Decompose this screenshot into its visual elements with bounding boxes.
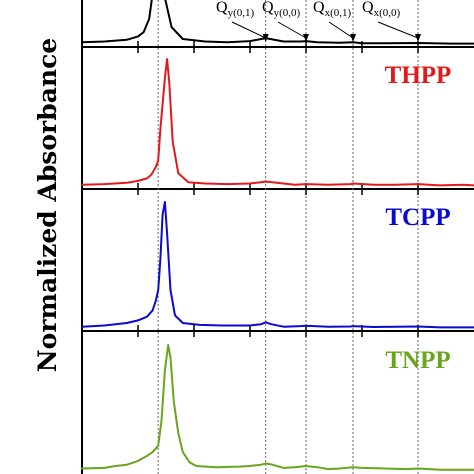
q-band-arrowhead-1 [303, 34, 309, 42]
series-line-2 [81, 201, 474, 329]
panel-label-2: TCPP [385, 204, 450, 231]
plot-layer: THPP TCPP TNPP Qy(0,1) Qy(0,0) Qx(0,1) Qx(0,0) [81, 0, 474, 474]
y-axis-label: Normalized Absorbance [33, 38, 62, 372]
q-band-arrowhead-3 [415, 34, 421, 42]
q-band-label-2: Qx(0,1) [313, 0, 351, 19]
q-band-arrow-line-0 [231, 21, 266, 39]
panel-label-3: TNPP [385, 347, 450, 374]
q-band-label-1: Qy(0,0) [262, 0, 300, 19]
series-line-1 [81, 58, 474, 187]
q-band-arrowhead-0 [262, 34, 269, 42]
q-band-arrow-line-1 [277, 21, 307, 39]
panel-label-1: THPP [385, 62, 452, 89]
q-band-arrow-line-3 [377, 21, 419, 39]
series-line-0 [81, 0, 474, 45]
q-band-label-0: Qy(0,1) [216, 0, 254, 19]
q-band-label-3: Qx(0,0) [362, 0, 400, 19]
q-band-arrowhead-2 [350, 34, 357, 42]
series-line-3 [81, 344, 474, 471]
q-band-arrow-line-2 [328, 21, 354, 39]
